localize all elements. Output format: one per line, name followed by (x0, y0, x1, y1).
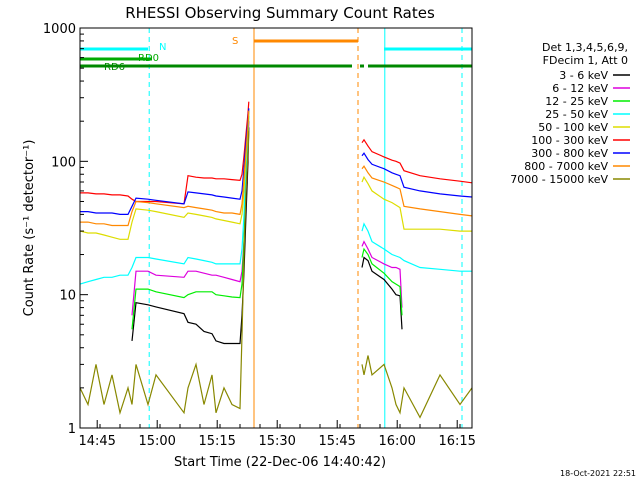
legend: Det 1,3,4,5,6,9, FDecim 1, Att 0 3 - 6 k… (510, 41, 630, 186)
legend-label-100-300-kev: 100 - 300 keV (531, 134, 608, 147)
series-line-25-50-kev (79, 113, 472, 285)
y-axis-ticks: 1 10 100 1000 (43, 22, 88, 437)
x-tick-label-3: 15:15 (198, 434, 235, 449)
timestamp: 18-Oct-2021 22:51 (560, 469, 636, 478)
y-axis-label: Count Rate (s⁻¹ detector⁻¹) (22, 140, 37, 317)
y-tick-label-1: 1 (68, 422, 76, 437)
x-tick-label-6: 16:00 (378, 434, 415, 449)
legend-label-6-12-kev: 6 - 12 keV (552, 82, 608, 95)
y-tick-label-2: 10 (59, 289, 76, 304)
x-tick-label-4: 15:30 (258, 434, 295, 449)
x-tick-label-5: 15:45 (318, 434, 355, 449)
legend-label-7000-15000-kev: 7000 - 15000 keV (510, 173, 608, 186)
series-line-300-800-kev (80, 108, 473, 215)
state-bar-label-rd0: RD0 (138, 53, 159, 64)
state-bar-label-rd6: RD6 (104, 62, 125, 73)
x-axis-ticks: 14:45 15:00 15:15 15:30 15:45 16:00 16:15 (78, 420, 476, 449)
series-line-800-7000-kev (80, 110, 473, 227)
legend-label-3-6-kev: 3 - 6 keV (559, 69, 608, 82)
state-bar-label-s: S (232, 36, 238, 47)
legend-label-800-7000-kev: 800 - 7000 keV (524, 160, 608, 173)
y-tick-label-3: 100 (51, 155, 76, 170)
series-line-100-300-kev (80, 101, 473, 205)
plot-frame (79, 27, 473, 429)
legend-label-50-100-kev: 50 - 100 keV (538, 121, 608, 134)
legend-label-12-25-kev: 12 - 25 keV (545, 95, 608, 108)
x-tick-label-2: 15:00 (138, 434, 175, 449)
series-line-7000-15000-kev (79, 130, 473, 419)
legend-header-line-2: FDecim 1, Att 0 (543, 54, 628, 67)
chart-title: RHESSI Observing Summary Count Rates (125, 4, 435, 22)
series-group (79, 101, 473, 419)
series-line-50-100-kev (79, 110, 472, 240)
x-axis-label: Start Time (22-Dec-06 14:40:42) (174, 455, 386, 470)
legend-label-300-800-kev: 300 - 800 keV (531, 147, 608, 160)
x-tick-label-7: 16:15 (438, 434, 475, 449)
legend-header-line-1: Det 1,3,4,5,6,9, (542, 41, 628, 54)
state-bar-label-n: N (159, 42, 166, 53)
x-tick-label-1: 14:45 (78, 434, 115, 449)
y-tick-label-4: 1000 (43, 22, 76, 37)
legend-label-25-50-kev: 25 - 50 keV (545, 108, 608, 121)
